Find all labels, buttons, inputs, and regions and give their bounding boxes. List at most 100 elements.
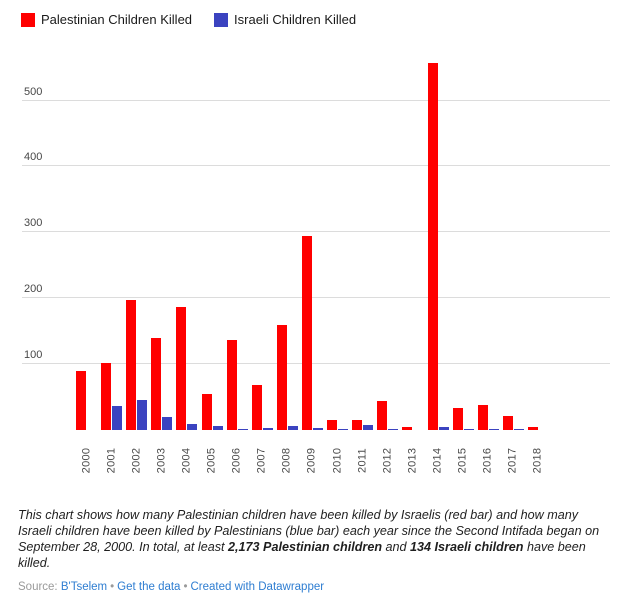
legend-label-palestinian: Palestinian Children Killed <box>41 12 193 27</box>
bar-group-2018: 2018 <box>527 55 549 473</box>
separator-dot: • <box>110 581 115 593</box>
bar-palestinian-2009[interactable] <box>301 236 312 430</box>
x-label-2005: 2005 <box>205 447 218 474</box>
israeli-total: 134 Israeli children <box>410 540 524 554</box>
x-label-2011: 2011 <box>356 448 369 473</box>
x-label-2012: 2012 <box>381 447 394 474</box>
bar-palestinian-2012[interactable] <box>377 401 388 430</box>
bar-group-2011: 2011 <box>352 55 374 473</box>
bar-palestinian-2011[interactable] <box>352 420 363 430</box>
bar-israeli-2001[interactable] <box>112 406 123 430</box>
x-label-2009: 2009 <box>305 447 318 474</box>
x-label-2013: 2013 <box>406 447 419 474</box>
bar-group-2017: 2017 <box>502 55 524 473</box>
bar-group-2014: 2014 <box>427 55 449 473</box>
bar-israeli-2011[interactable] <box>363 424 374 430</box>
bar-israeli-2004[interactable] <box>187 424 198 430</box>
bars: 2000 2001 2002 2003 2004 2005 2006 2007 2008 2009… <box>76 55 549 473</box>
x-label-2003: 2003 <box>155 447 168 474</box>
gridline-100 <box>22 363 610 365</box>
bar-palestinian-2016[interactable] <box>477 405 488 430</box>
bar-israeli-2003[interactable] <box>162 416 173 430</box>
source-link-btselem[interactable]: B'Tselem <box>60 581 108 593</box>
x-label-2007: 2007 <box>255 447 268 474</box>
bar-israeli-2012[interactable] <box>388 429 399 430</box>
bar-palestinian-2017[interactable] <box>502 416 513 430</box>
x-label-2006: 2006 <box>230 447 243 474</box>
bar-group-2001: 2001 <box>101 55 123 473</box>
bar-palestinian-2006[interactable] <box>226 340 237 430</box>
bar-israeli-2006[interactable] <box>237 428 248 430</box>
bar-israeli-2005[interactable] <box>212 426 223 430</box>
source-line: Source: B'Tselem • Get the data • Created wi… <box>18 581 606 593</box>
x-label-2008: 2008 <box>280 447 293 474</box>
x-label-2014: 2014 <box>431 447 444 474</box>
bar-palestinian-2002[interactable] <box>126 299 137 430</box>
x-label-2000: 2000 <box>80 447 92 474</box>
bar-israeli-2002[interactable] <box>137 400 148 430</box>
bar-palestinian-2008[interactable] <box>276 324 287 430</box>
bar-group-2002: 2002 <box>126 55 148 473</box>
bar-palestinian-2005[interactable] <box>201 393 212 430</box>
separator-dot: • <box>183 581 188 593</box>
x-label-2002: 2002 <box>130 447 143 474</box>
bar-group-2016: 2016 <box>477 55 499 473</box>
y-tick-label-200: 200 <box>24 283 43 296</box>
description-text: This chart shows how many Palestinian ch… <box>18 508 600 554</box>
datawrapper-credit-link[interactable]: Created with Datawrapper <box>190 581 325 593</box>
bar-group-2000: 2000 <box>76 55 97 473</box>
gridline-400 <box>22 165 610 167</box>
bar-group-2012: 2012 <box>377 55 399 473</box>
bar-group-2005: 2005 <box>201 55 223 473</box>
bar-israeli-2016[interactable] <box>488 428 499 430</box>
y-tick-label-400: 400 <box>24 151 43 164</box>
bar-palestinian-2013[interactable] <box>402 426 413 430</box>
x-label-2015: 2015 <box>456 447 469 474</box>
bar-israeli-2014[interactable] <box>438 427 449 430</box>
bar-palestinian-2004[interactable] <box>176 306 187 430</box>
get-the-data-link[interactable]: Get the data <box>117 581 181 593</box>
legend-swatch-palestinian <box>21 12 35 27</box>
legend-label-israeli: Israeli Children Killed <box>234 12 357 27</box>
legend-swatch-israeli <box>214 12 229 27</box>
bar-palestinian-2000[interactable] <box>76 370 86 430</box>
bar-group-2013: 2013 <box>402 55 423 473</box>
x-label-2001: 2001 <box>105 447 118 474</box>
gridline-200 <box>22 297 610 299</box>
bar-israeli-2007[interactable] <box>262 428 273 430</box>
bar-palestinian-2014[interactable] <box>427 62 438 430</box>
chart-description: This chart shows how many Palestinian ch… <box>18 508 600 570</box>
bar-palestinian-2010[interactable] <box>327 419 338 430</box>
bar-israeli-2015[interactable] <box>463 429 474 430</box>
y-tick-label-100: 100 <box>24 349 43 362</box>
footer: This chart shows how many Palestinian ch… <box>18 507 606 593</box>
bar-palestinian-2001[interactable] <box>101 362 112 430</box>
bar-group-2004: 2004 <box>176 55 198 473</box>
y-tick-label-500: 500 <box>24 85 43 98</box>
bar-israeli-2010[interactable] <box>338 429 349 430</box>
legend: Palestinian Children Killed Israeli Chil… <box>21 12 356 27</box>
bar-group-2006: 2006 <box>226 55 248 473</box>
x-label-2018: 2018 <box>531 447 544 474</box>
gridline-300 <box>22 231 610 233</box>
bar-group-2008: 2008 <box>276 55 298 473</box>
legend-item-israeli: Israeli Children Killed <box>214 12 356 27</box>
bar-group-2010: 2010 <box>327 55 349 473</box>
x-label-2017: 2017 <box>506 447 519 474</box>
x-label-2016: 2016 <box>481 447 494 474</box>
palestinian-total: 2,173 Palestinian children <box>228 540 383 554</box>
bar-group-2015: 2015 <box>452 55 474 473</box>
bar-palestinian-2007[interactable] <box>251 384 262 430</box>
y-tick-label-300: 300 <box>24 217 43 230</box>
x-label-2010: 2010 <box>331 447 344 474</box>
bar-israeli-2008[interactable] <box>287 426 298 430</box>
plot-area: 2000 2001 2002 2003 2004 2005 2006 2007 2008 2009… <box>22 55 610 473</box>
bar-palestinian-2003[interactable] <box>151 337 162 430</box>
bar-israeli-2017[interactable] <box>513 429 524 430</box>
x-label-2004: 2004 <box>180 447 193 474</box>
bar-palestinian-2015[interactable] <box>452 407 463 430</box>
bar-group-2007: 2007 <box>251 55 273 473</box>
bar-group-2003: 2003 <box>151 55 173 473</box>
bar-israeli-2009[interactable] <box>312 428 323 430</box>
bar-palestinian-2018[interactable] <box>527 426 538 430</box>
